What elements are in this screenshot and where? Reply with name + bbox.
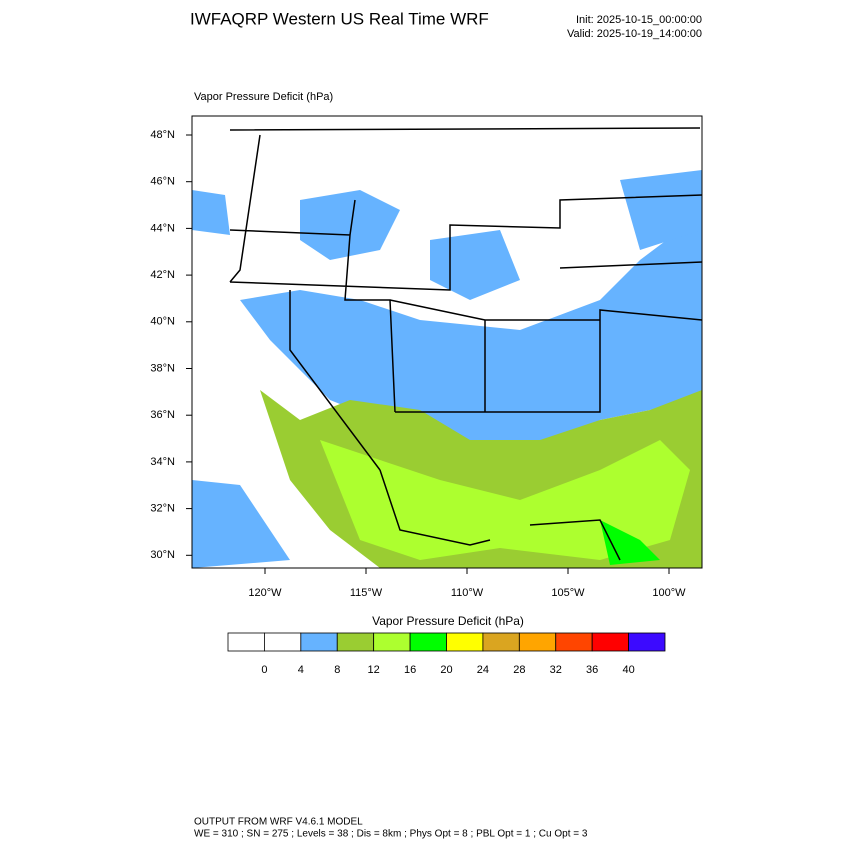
colorbar-box: [373, 632, 411, 652]
colorbar-box: [446, 632, 484, 652]
colorbar-label: 24: [477, 664, 489, 676]
colorbar-label: 8: [334, 664, 340, 676]
colorbar-label: 36: [586, 664, 598, 676]
lat-label: 36°N: [150, 409, 175, 421]
colorbar-box: [555, 632, 593, 652]
lat-label: 38°N: [150, 362, 175, 374]
vpd-high-region: [320, 440, 690, 560]
colorbar-box: [264, 632, 302, 652]
lat-label: 30°N: [150, 549, 175, 561]
colorbar-box: [482, 632, 520, 652]
map-frame: [191, 115, 703, 569]
vpd-low-patches: [300, 170, 702, 300]
lon-label: 115°W: [350, 587, 383, 599]
lon-label: 105°W: [551, 587, 585, 599]
lon-label: 120°W: [248, 587, 282, 599]
lat-label: 48°N: [150, 129, 175, 141]
lat-label: 34°N: [150, 456, 175, 468]
footer-model: OUTPUT FROM WRF V4.6.1 MODEL: [194, 817, 363, 828]
colorbar-label: 0: [261, 664, 267, 676]
lat-label: 44°N: [150, 222, 175, 234]
colorbar-label: 12: [368, 664, 380, 676]
footer-settings: WE = 310 ; SN = 275 ; Levels = 38 ; Dis …: [194, 829, 588, 840]
valid-time: Valid: 2025-10-19_14:00:00: [567, 28, 702, 40]
lat-label: 40°N: [150, 316, 175, 328]
init-time: Init: 2025-10-15_00:00:00: [576, 14, 702, 26]
colorbar-box: [300, 632, 338, 652]
colorbar-label: 16: [404, 664, 416, 676]
lon-label: 100°W: [652, 587, 686, 599]
lat-label: 32°N: [150, 503, 175, 515]
lon-label: 110°W: [451, 587, 484, 599]
colorbar-box: [336, 632, 375, 652]
colorbar-box: [591, 632, 629, 652]
colorbar-label: 32: [550, 664, 562, 676]
state-borders: [229, 127, 703, 561]
colorbar-box: [518, 632, 557, 652]
vpd-peak-region: [600, 520, 660, 565]
vpd-low-region: [240, 190, 702, 460]
map: [191, 115, 703, 569]
colorbar-label: 40: [622, 664, 634, 676]
colorbar-label: 28: [513, 664, 525, 676]
map-title: Vapor Pressure Deficit (hPa): [194, 91, 333, 103]
lat-label: 42°N: [150, 269, 175, 281]
colorbar-label: 4: [298, 664, 304, 676]
colorbar-title: Vapor Pressure Deficit (hPa): [372, 614, 524, 628]
colorbar: 0 4 8 12 16 20 24 28 32 36 40: [227, 632, 666, 676]
colorbar-label: 20: [440, 664, 452, 676]
page-title: IWFAQRP Western US Real Time WRF: [190, 9, 489, 28]
colorbar-box: [409, 632, 447, 652]
lat-label: 46°N: [150, 176, 175, 188]
colorbar-box: [628, 632, 666, 652]
colorbar-box: [227, 632, 265, 652]
ocean-shading: [192, 190, 290, 568]
